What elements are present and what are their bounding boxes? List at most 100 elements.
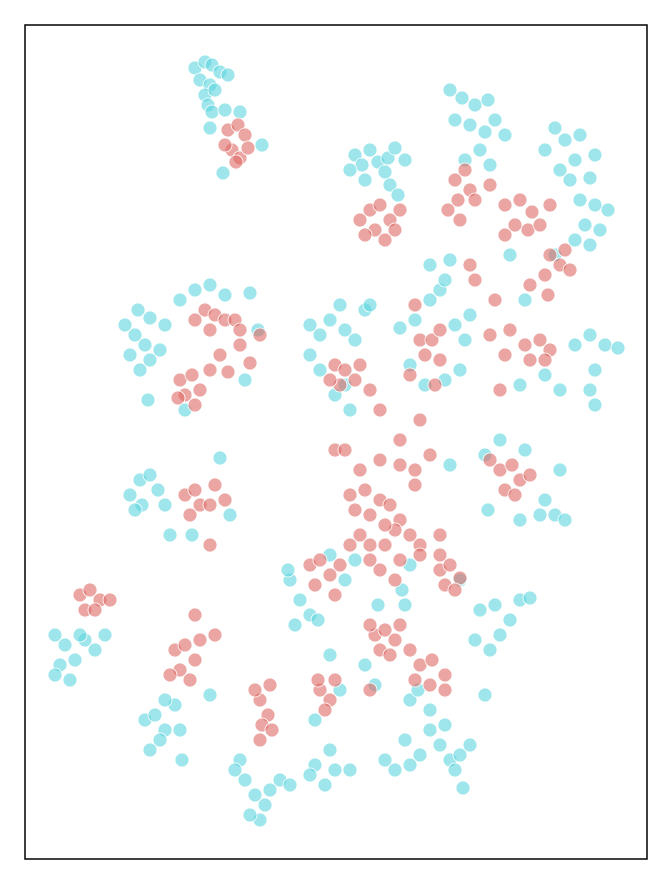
point: [392, 457, 408, 473]
point: [507, 217, 523, 233]
point: [322, 647, 338, 663]
point: [332, 297, 348, 313]
point: [497, 127, 513, 143]
point: [397, 597, 413, 613]
point: [587, 397, 603, 413]
point: [450, 192, 466, 208]
point: [537, 367, 553, 383]
point: [362, 142, 378, 158]
point: [207, 82, 223, 98]
point: [522, 467, 538, 483]
point: [497, 347, 513, 363]
point: [392, 320, 408, 336]
point: [502, 247, 518, 263]
point: [237, 772, 253, 788]
point: [312, 327, 328, 343]
point: [172, 722, 188, 738]
point: [552, 382, 568, 398]
point: [392, 552, 408, 568]
point: [202, 497, 218, 513]
point: [377, 164, 393, 180]
point: [342, 762, 358, 778]
point: [557, 512, 573, 528]
point: [282, 777, 298, 793]
point: [587, 147, 603, 163]
point: [557, 242, 573, 258]
point: [310, 612, 326, 628]
point: [562, 262, 578, 278]
point: [257, 797, 273, 813]
point: [252, 732, 268, 748]
point: [337, 362, 353, 378]
point: [362, 682, 378, 698]
plot-frame: [24, 24, 648, 860]
point: [512, 377, 528, 393]
point: [522, 590, 538, 606]
point: [182, 507, 198, 523]
point: [392, 432, 408, 448]
point: [492, 382, 508, 398]
point: [262, 782, 278, 798]
point: [72, 627, 88, 643]
point: [142, 467, 158, 483]
point: [307, 577, 323, 593]
point: [454, 90, 470, 106]
point: [184, 367, 200, 383]
point: [252, 327, 268, 343]
point: [347, 552, 363, 568]
point: [437, 682, 453, 698]
point: [217, 287, 233, 303]
point: [480, 92, 496, 108]
point: [412, 412, 428, 428]
point: [542, 247, 558, 263]
point: [322, 742, 338, 758]
point: [232, 337, 248, 353]
point: [562, 172, 578, 188]
point: [287, 617, 303, 633]
point: [427, 377, 443, 393]
point: [412, 547, 428, 563]
point: [357, 657, 373, 673]
point: [187, 607, 203, 623]
point: [217, 137, 233, 153]
point: [447, 582, 463, 598]
point: [547, 120, 563, 136]
point: [307, 712, 323, 728]
point: [422, 702, 438, 718]
point: [237, 127, 253, 143]
point: [577, 217, 593, 233]
point: [477, 124, 493, 140]
point: [312, 362, 328, 378]
point: [347, 372, 363, 388]
point: [422, 722, 438, 738]
point: [215, 165, 231, 181]
point: [537, 142, 553, 158]
point: [517, 337, 533, 353]
point: [407, 462, 423, 478]
point: [240, 140, 256, 156]
point: [202, 322, 218, 338]
point: [377, 232, 393, 248]
point: [372, 197, 388, 213]
point: [82, 582, 98, 598]
point: [242, 807, 258, 823]
point: [462, 737, 478, 753]
point: [447, 762, 463, 778]
point: [432, 737, 448, 753]
point: [600, 202, 616, 218]
point: [402, 367, 418, 383]
point: [492, 627, 508, 643]
point: [387, 140, 403, 156]
point: [317, 777, 333, 793]
point: [447, 112, 463, 128]
point: [212, 450, 228, 466]
point: [327, 587, 343, 603]
point: [162, 527, 178, 543]
point: [422, 257, 438, 273]
point: [142, 742, 158, 758]
point: [390, 187, 406, 203]
point: [477, 687, 493, 703]
point: [362, 297, 378, 313]
point: [302, 347, 318, 363]
point: [352, 357, 368, 373]
